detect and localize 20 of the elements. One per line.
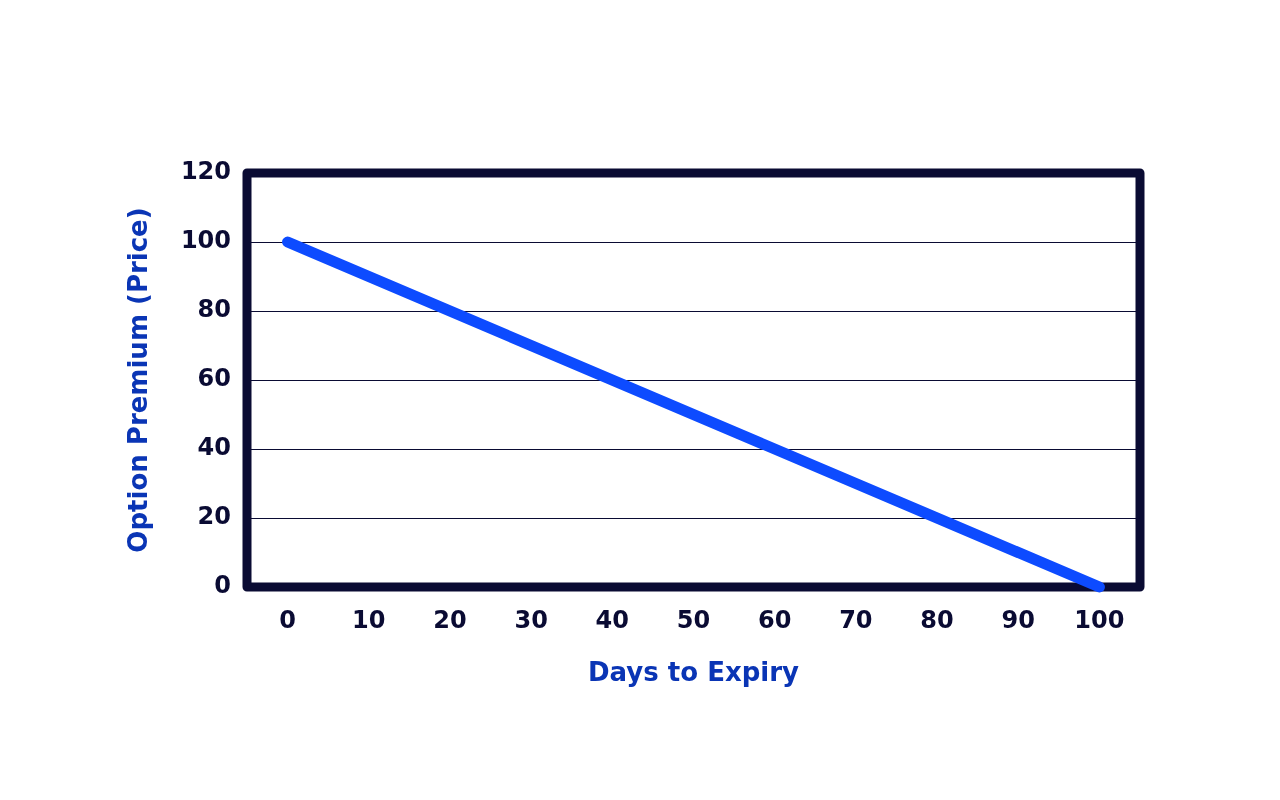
x-tick-label: 80 xyxy=(920,605,954,634)
x-tick-label: 40 xyxy=(595,605,630,634)
y-tick-label: 40 xyxy=(197,433,231,462)
y-tick-label: 100 xyxy=(180,226,231,255)
y-tick-label: 0 xyxy=(214,571,231,600)
x-tick-label: 20 xyxy=(433,605,467,634)
x-tick-label: 10 xyxy=(352,605,386,634)
x-tick-label: 70 xyxy=(839,605,873,634)
y-tick-label: 120 xyxy=(180,157,231,186)
x-tick-label: 0 xyxy=(279,605,296,634)
y-tick-label: 20 xyxy=(197,502,231,531)
x-tick-label: 30 xyxy=(514,605,548,634)
y-tick-label: 60 xyxy=(197,364,231,393)
x-axis-title: Days to Expiry xyxy=(588,657,800,688)
x-tick-label: 60 xyxy=(757,605,792,634)
y-tick-label: 80 xyxy=(197,295,231,324)
y-axis-title: Option Premium (Price) xyxy=(123,207,154,553)
x-tick-label: 100 xyxy=(1074,605,1125,634)
x-tick-label: 50 xyxy=(676,605,711,634)
x-tick-label: 90 xyxy=(1001,605,1035,634)
